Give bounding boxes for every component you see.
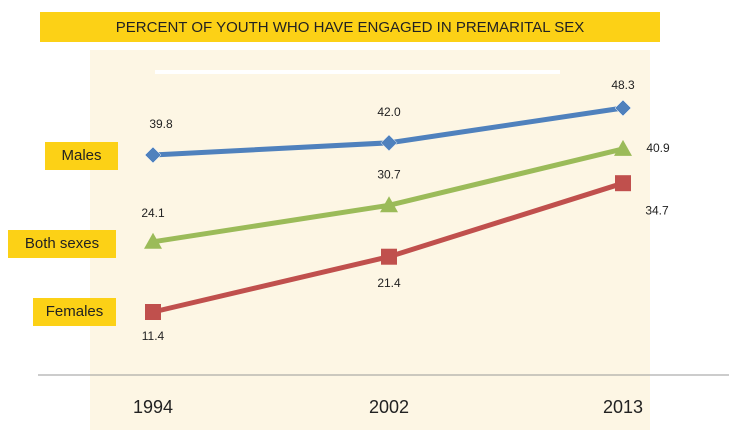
data-label: 24.1 [141, 206, 165, 220]
legend-box [45, 142, 118, 170]
data-label: 30.7 [377, 167, 401, 181]
x-tick-label: 2002 [369, 397, 409, 417]
marker [144, 232, 162, 249]
data-label: 39.8 [149, 117, 173, 131]
watermark-bar [155, 70, 560, 74]
legend-label: Both sexes [25, 235, 99, 252]
title-bar [40, 12, 660, 42]
marker [380, 134, 398, 152]
marker [144, 146, 162, 164]
marker [614, 99, 632, 117]
legend-label: Males [61, 147, 101, 164]
marker [615, 175, 631, 192]
data-label: 34.7 [645, 203, 669, 217]
data-label: 11.4 [142, 329, 165, 343]
x-tick-label: 1994 [133, 397, 173, 417]
legend-box [33, 298, 116, 326]
marker [380, 196, 398, 213]
data-label: 40.9 [646, 141, 670, 155]
marker [381, 248, 397, 265]
data-label: 21.4 [377, 276, 401, 290]
x-tick-label: 2013 [603, 397, 643, 417]
data-label: 42.0 [377, 105, 401, 119]
legend-box [8, 230, 116, 258]
marker [145, 304, 161, 320]
data-label: 48.3 [611, 78, 635, 92]
marker [614, 139, 632, 156]
chart-title: PERCENT OF YOUTH WHO HAVE ENGAGED IN PRE… [116, 19, 584, 36]
legend-label: Females [46, 303, 104, 320]
watermark [90, 50, 650, 430]
